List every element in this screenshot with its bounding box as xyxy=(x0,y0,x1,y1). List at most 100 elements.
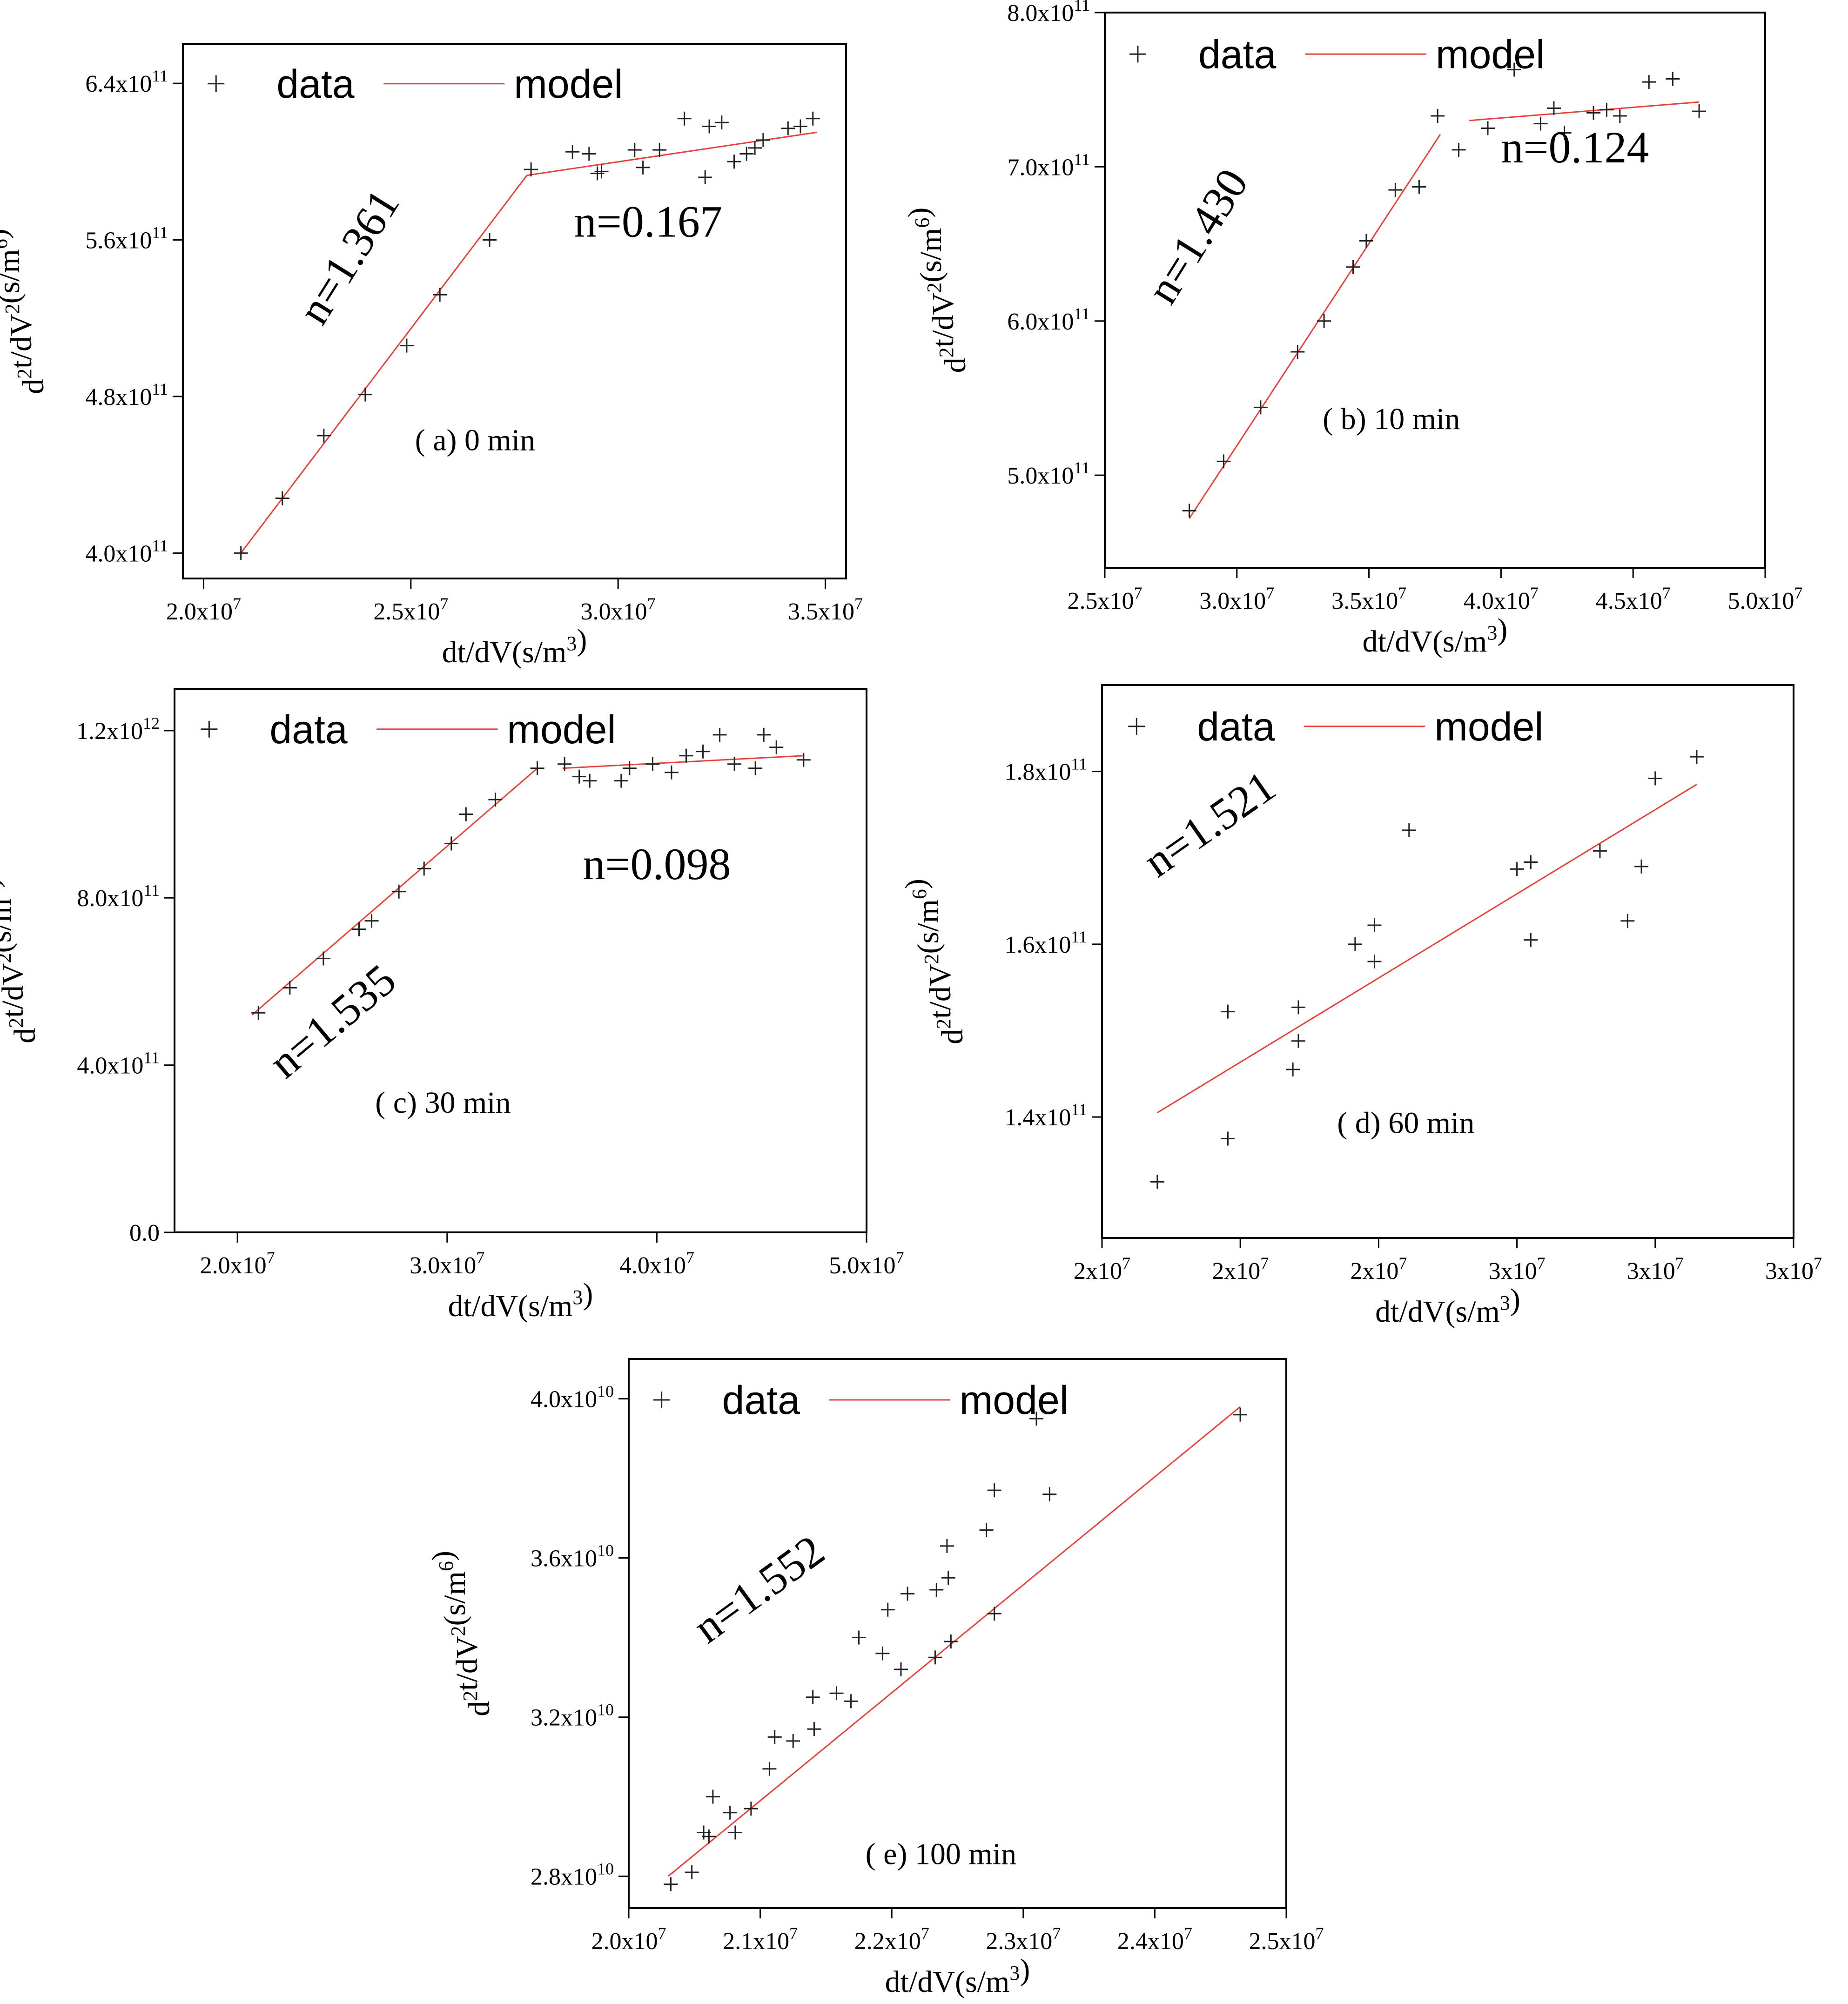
data-point xyxy=(417,861,431,876)
x-tick-label: 4.5x107 xyxy=(1596,584,1671,614)
data-point xyxy=(316,951,330,966)
x-tick-label: 2.5x107 xyxy=(373,594,448,625)
slope-annotation: n=1.430 xyxy=(1137,160,1257,312)
x-tick-label: 2.1x107 xyxy=(723,1924,798,1955)
y-tick-label: 1.6x1011 xyxy=(1004,928,1087,958)
data-point xyxy=(1593,844,1607,858)
panel-label: ( a) 0 min xyxy=(415,423,535,457)
panel-label: ( e) 100 min xyxy=(866,1837,1016,1871)
data-point xyxy=(1510,862,1524,876)
data-point xyxy=(679,748,693,763)
data-point xyxy=(1557,126,1572,140)
data-point xyxy=(614,773,628,788)
data-point xyxy=(987,1607,1001,1621)
y-tick-label: 5.6x1011 xyxy=(85,223,168,254)
model-line xyxy=(240,175,528,554)
slope-annotation: n=1.361 xyxy=(288,181,409,332)
x-axis-label: dt/dV(s/m3) xyxy=(1375,1283,1520,1329)
data-point xyxy=(275,491,289,505)
x-tick-label: 3.0x107 xyxy=(410,1248,484,1279)
data-point xyxy=(727,155,741,169)
data-point xyxy=(1290,345,1305,359)
data-point xyxy=(769,740,784,754)
data-point xyxy=(282,981,297,995)
x-axis-label: dt/dV(s/m3) xyxy=(885,1953,1030,1999)
data-point xyxy=(702,1829,716,1844)
chart-panel-e: 2.0x107 2.1x107 2.2x107 2.3x107 2.4x107 2.5x1… xyxy=(426,1358,1324,1999)
x-tick-label: 3.0x107 xyxy=(581,594,656,625)
data-point xyxy=(1431,109,1445,123)
chart-panel-a: 2.0x107 2.5x107 3.0x107 3.5x107 4.0x1011 4.8x… xyxy=(0,43,863,669)
data-point xyxy=(622,761,637,775)
data-point xyxy=(1150,1175,1164,1189)
chart-panel-c: 2.0x107 3.0x107 4.0x107 5.0x107 0.0 4.0x1011 8… xyxy=(0,688,904,1323)
data-point xyxy=(1291,1000,1306,1015)
x-axis-label: dt/dV(s/m3) xyxy=(1363,612,1508,659)
data-point xyxy=(358,387,372,402)
data-point xyxy=(364,914,379,928)
data-point xyxy=(677,111,692,126)
x-tick-label: 4.0x107 xyxy=(1464,584,1539,614)
data-point xyxy=(714,115,729,130)
x-tick-label: 5.0x107 xyxy=(1728,584,1803,614)
data-point xyxy=(796,753,811,767)
data-point xyxy=(757,727,771,742)
panel-label: ( c) 30 min xyxy=(375,1086,511,1120)
y-tick-label: 5.0x1011 xyxy=(1007,458,1090,489)
slope-annotation: n=1.552 xyxy=(684,1525,833,1653)
data-point xyxy=(433,288,447,302)
data-point xyxy=(806,111,820,126)
data-point xyxy=(727,757,742,771)
data-point xyxy=(806,1690,820,1704)
data-point xyxy=(1317,314,1331,328)
data-point xyxy=(702,119,717,134)
data-point xyxy=(1253,400,1268,415)
data-point xyxy=(941,1571,955,1585)
data-point xyxy=(698,170,712,184)
data-point xyxy=(316,429,331,443)
x-tick-label: 2.5x107 xyxy=(1249,1924,1324,1955)
plot-frame xyxy=(628,1358,1287,1909)
y-axis-label: d2t/dV2(s/m6) xyxy=(0,229,50,394)
y-tick-label: 8.0x1011 xyxy=(77,881,160,912)
data-point xyxy=(1029,1412,1044,1426)
data-point xyxy=(483,233,497,247)
x-tick-label: 2.0x107 xyxy=(166,594,241,625)
y-tick-label: 3.6x1010 xyxy=(531,1541,614,1572)
data-point xyxy=(1216,454,1231,469)
legend-label-data: data xyxy=(722,1378,800,1423)
y-tick-label: 1.8x1011 xyxy=(1004,755,1087,786)
data-point xyxy=(524,162,538,177)
data-point xyxy=(583,773,597,788)
y-axis-label: d2t/dV2(s/m6) xyxy=(0,878,42,1043)
data-point xyxy=(572,769,586,784)
data-point xyxy=(929,1582,944,1597)
y-tick-label: 4.0x1010 xyxy=(531,1382,614,1413)
data-point xyxy=(1348,937,1362,951)
legend-label-data: data xyxy=(269,707,348,752)
data-point xyxy=(1042,1487,1057,1501)
x-axis-label: dt/dV(s/m3) xyxy=(442,623,587,669)
data-point xyxy=(793,119,808,134)
data-point xyxy=(1613,109,1627,123)
y-tick-label: 4.0x1011 xyxy=(85,536,168,567)
data-point xyxy=(1648,771,1662,786)
model-line xyxy=(526,131,817,176)
y-tick-label: 8.0x1011 xyxy=(1007,0,1090,27)
data-point xyxy=(392,884,406,899)
data-point xyxy=(786,1734,800,1748)
model-line xyxy=(1189,134,1441,519)
slope-annotation: n=0.098 xyxy=(583,839,731,889)
data-point xyxy=(444,836,458,851)
data-point xyxy=(1634,859,1649,874)
data-point xyxy=(844,1694,858,1708)
data-point xyxy=(807,1722,821,1736)
x-tick-label: 4.0x107 xyxy=(619,1248,694,1279)
y-axis-label: d2t/dV2(s/m6) xyxy=(426,1551,496,1716)
chart-panel-d: 2x107 2x107 2x107 3x107 3x107 3x107 1.4x1011 1.… xyxy=(899,684,1822,1329)
data-point xyxy=(940,1539,954,1553)
y-tick-label: 4.0x1011 xyxy=(77,1049,160,1079)
data-point xyxy=(781,121,795,135)
data-point xyxy=(530,761,544,775)
data-point xyxy=(1666,72,1680,86)
